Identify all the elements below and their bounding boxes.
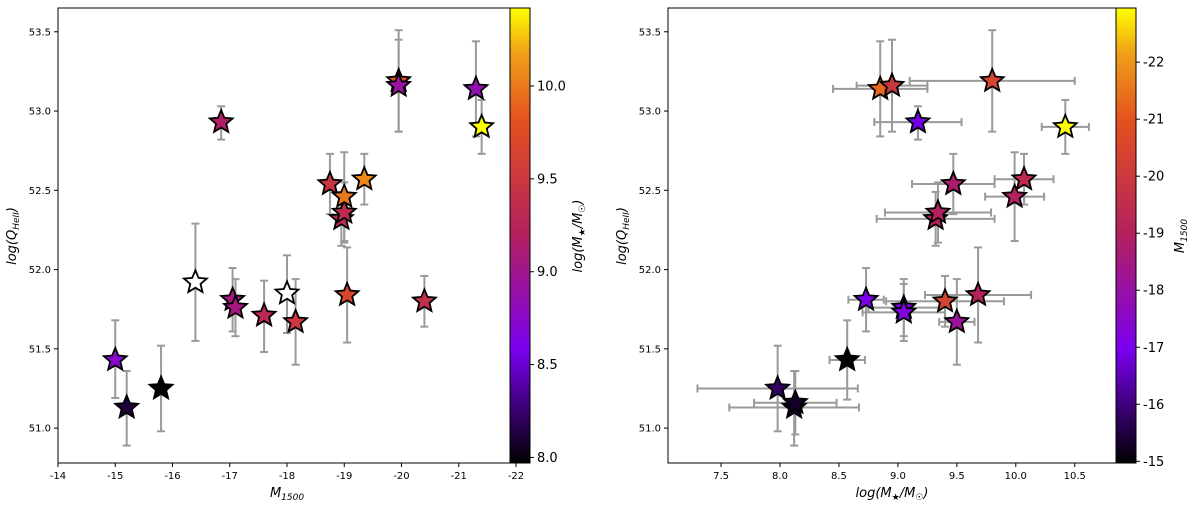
right-colorbar-tick-label: -19: [1143, 227, 1164, 242]
right-y-axis-label: log(QHeII): [615, 207, 632, 265]
left-y-tick-label: 53.0: [29, 107, 51, 118]
left-star-point: [181, 267, 210, 294]
right-star-point: [939, 169, 967, 196]
right-star-point: [943, 307, 971, 334]
left-x-tick-label: -14: [50, 471, 66, 482]
left-colorbar-tick-label: 8.0: [537, 451, 558, 466]
right-star-point: [964, 280, 992, 307]
right-x-tick-label: 7.5: [713, 471, 729, 482]
right-star-point: [978, 66, 1006, 93]
right-y-tick-label: 51.5: [639, 344, 661, 355]
left-star-point: [221, 293, 250, 320]
left-star-point: [462, 74, 490, 101]
left-star-point: [410, 286, 439, 313]
left-star-point: [273, 279, 301, 305]
left-x-tick-label: -17: [222, 471, 238, 482]
left-x-tick-label: -21: [451, 471, 467, 482]
left-star-point: [330, 198, 358, 225]
left-y-tick-label: 53.5: [29, 27, 51, 38]
right-points: [764, 66, 1079, 420]
right-x-ticks: 7.5 8.0 8.5 9.0 9.5 10.0 10.5: [713, 463, 1086, 482]
left-star-point: [281, 307, 310, 334]
right-star-point: [764, 374, 792, 401]
right-y-ticks: 51.0 51.5 52.0 52.5 53.0 53.5: [639, 27, 668, 435]
left-colorbar: [510, 8, 530, 463]
left-colorbar-tick-label: 9.5: [537, 172, 558, 187]
left-colorbar-tick-label: 9.0: [537, 265, 558, 280]
left-y-tick-label: 52.5: [29, 186, 51, 197]
right-colorbar-tick-label: -16: [1143, 398, 1164, 413]
left-star-point: [316, 169, 344, 196]
left-y-tick-label: 51.0: [29, 424, 51, 435]
left-x-tick-label: -19: [336, 471, 352, 482]
right-star-point: [1010, 164, 1038, 191]
left-y-tick-label: 51.5: [29, 344, 51, 355]
right-star-point: [924, 198, 952, 225]
right-x-tick-label: 10.0: [1005, 471, 1027, 482]
right-star-point: [852, 285, 880, 312]
right-colorbar: [1116, 8, 1136, 463]
left-y-axis-label: log(QHeII): [5, 207, 22, 265]
left-star-point: [113, 393, 141, 420]
right-colorbar-frame: [1115, 7, 1137, 464]
right-star-point: [781, 388, 809, 415]
right-colorbar-ticks: -15 -16 -17 -18 -19 -20 -21 -22: [1136, 56, 1164, 470]
left-star-point: [101, 345, 129, 372]
right-star-point: [890, 298, 918, 324]
right-y-tick-label: 53.5: [639, 27, 661, 38]
left-colorbar-label: log(M★/M☉): [571, 200, 588, 273]
right-x-tick-label: 8.5: [831, 471, 847, 482]
left-star-point: [147, 374, 175, 401]
left-colorbar-tick-label: 8.5: [537, 358, 558, 373]
right-colorbar-tick-label: -20: [1143, 170, 1164, 185]
right-x-tick-label: 8.0: [772, 471, 788, 482]
right-colorbar-label: M1500: [1173, 219, 1190, 253]
right-errorbars: [696, 29, 1090, 447]
right-x-axis-label: log(M★/M☉): [856, 486, 929, 503]
left-y-ticks: 51.0 51.5 52.0 52.5 53.0 53.5: [29, 27, 58, 435]
right-y-tick-label: 52.0: [639, 265, 661, 276]
right-x-tick-label: 9.0: [890, 471, 906, 482]
right-star-point: [904, 107, 932, 134]
right-star-point: [878, 71, 906, 98]
left-errorbars: [111, 29, 486, 447]
right-star-point: [931, 286, 959, 313]
left-y-tick-label: 52.0: [29, 265, 51, 276]
right-colorbar-tick-label: -18: [1143, 284, 1164, 299]
left-x-tick-label: -22: [508, 471, 524, 482]
left-x-ticks: -14 -15 -16 -17 -18 -19 -20 -21 -22: [50, 463, 524, 482]
right-star-point: [1000, 182, 1029, 209]
left-x-tick-label: -15: [107, 471, 123, 482]
left-star-point: [250, 301, 278, 328]
right-colorbar-tick-label: -17: [1143, 341, 1164, 356]
right-y-tick-label: 52.5: [639, 186, 661, 197]
right-y-tick-label: 53.0: [639, 107, 661, 118]
right-colorbar-tick-label: -22: [1143, 56, 1164, 71]
left-x-tick-label: -18: [279, 471, 295, 482]
left-star-point: [468, 112, 496, 139]
right-star-point: [1051, 112, 1079, 139]
right-colorbar-tick-label: -21: [1143, 113, 1164, 128]
right-panel: 7.5 8.0 8.5 9.0 9.5 10.0 10.5 51.0 51.5 52.0 52.5…: [615, 7, 1190, 503]
left-colorbar-ticks: 8.0 8.5 9.0 9.5 10.0: [530, 80, 566, 466]
right-x-tick-label: 9.5: [949, 471, 965, 482]
left-star-point: [350, 164, 378, 191]
right-y-tick-label: 51.0: [639, 424, 661, 435]
left-star-point: [333, 280, 361, 307]
left-x-tick-label: -20: [393, 471, 409, 482]
right-x-tick-label: 10.5: [1064, 471, 1086, 482]
left-star-point: [384, 71, 413, 98]
left-x-axis-label: M1500: [270, 486, 304, 503]
left-panel: -14 -15 -16 -17 -18 -19 -20 -21 -22 51.0 51.5 52.0…: [5, 7, 588, 503]
right-colorbar-tick-label: -15: [1143, 455, 1164, 470]
left-x-tick-label: -16: [164, 471, 180, 482]
left-colorbar-frame: [509, 7, 531, 464]
left-points: [101, 66, 496, 420]
left-star-point: [330, 182, 358, 209]
left-star-point: [207, 107, 235, 134]
right-star-point: [833, 345, 861, 372]
left-colorbar-tick-label: 10.0: [537, 80, 566, 95]
